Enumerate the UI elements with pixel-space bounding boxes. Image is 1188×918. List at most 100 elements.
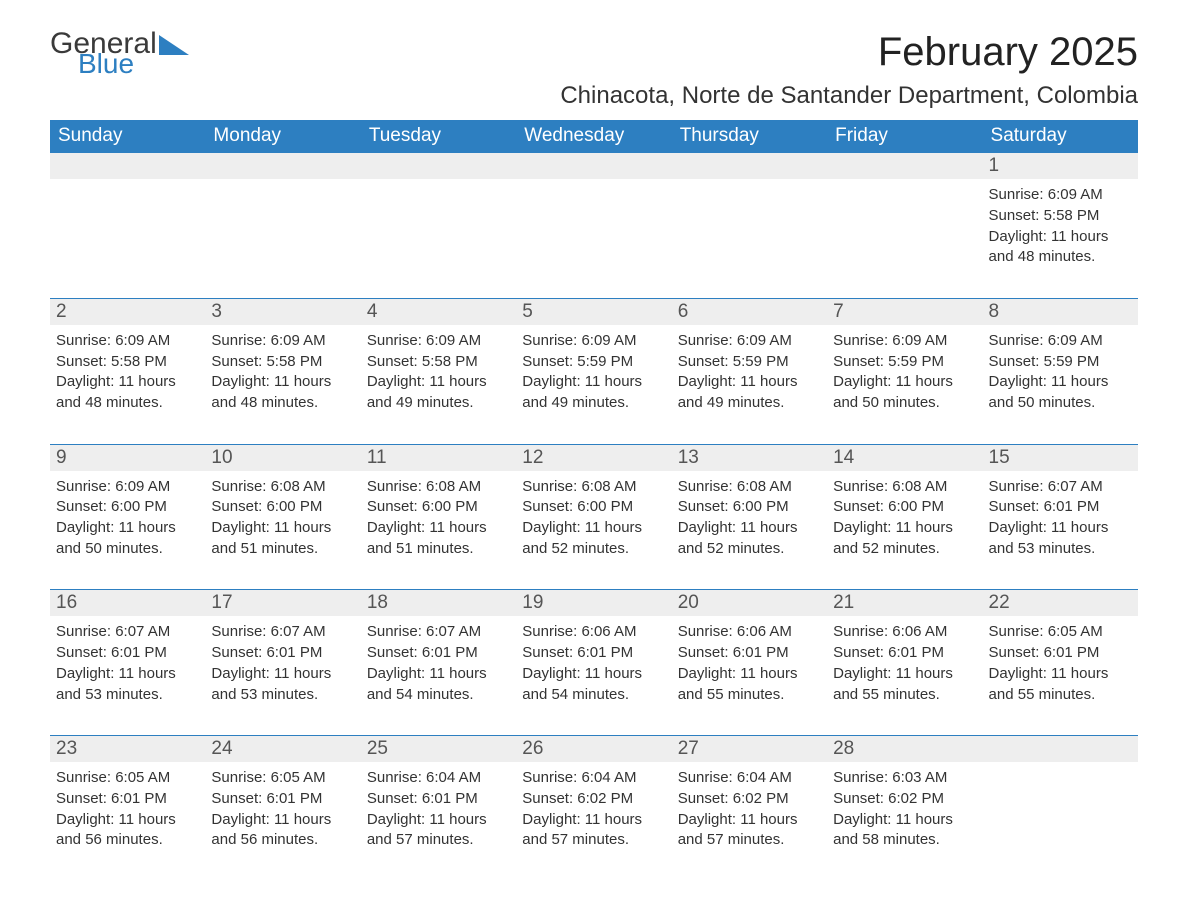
- detail-line: and 50 minutes.: [989, 393, 1132, 414]
- detail-line: Sunset: 6:02 PM: [833, 789, 976, 810]
- day-number-cell: 18: [361, 589, 516, 616]
- detail-line: Daylight: 11 hours: [367, 372, 510, 393]
- detail-line: Sunrise: 6:06 AM: [833, 622, 976, 643]
- detail-line: Sunset: 6:02 PM: [522, 789, 665, 810]
- day-number-cell: 16: [50, 589, 205, 616]
- detail-line: and 54 minutes.: [367, 685, 510, 706]
- detail-line: Daylight: 11 hours: [678, 664, 821, 685]
- detail-line: Sunset: 6:01 PM: [833, 643, 976, 664]
- detail-line: Daylight: 11 hours: [211, 664, 354, 685]
- detail-line: Sunrise: 6:08 AM: [678, 477, 821, 498]
- day-number-cell: 21: [827, 589, 982, 616]
- detail-line: Sunrise: 6:09 AM: [56, 477, 199, 498]
- day-number-cell: 27: [672, 735, 827, 762]
- detail-line: and 53 minutes.: [211, 685, 354, 706]
- detail-line: Sunset: 6:00 PM: [367, 497, 510, 518]
- detail-line: and 53 minutes.: [989, 539, 1132, 560]
- detail-line: Sunrise: 6:05 AM: [989, 622, 1132, 643]
- day-detail-cell: Sunrise: 6:09 AMSunset: 6:00 PMDaylight:…: [50, 471, 205, 590]
- detail-line: and 48 minutes.: [56, 393, 199, 414]
- day-number-cell: 19: [516, 589, 671, 616]
- dow-header: Wednesday: [516, 120, 671, 152]
- day-detail-cell: Sunrise: 6:09 AMSunset: 5:58 PMDaylight:…: [205, 325, 360, 444]
- detail-line: Daylight: 11 hours: [989, 372, 1132, 393]
- detail-line: Sunset: 6:01 PM: [56, 643, 199, 664]
- day-number-cell: 7: [827, 298, 982, 325]
- detail-line: and 49 minutes.: [678, 393, 821, 414]
- dow-row: SundayMondayTuesdayWednesdayThursdayFrid…: [50, 120, 1138, 152]
- day-number-cell: [361, 152, 516, 179]
- day-detail-cell: [827, 179, 982, 298]
- day-number-cell: [50, 152, 205, 179]
- day-detail-cell: [361, 179, 516, 298]
- detail-line: Sunrise: 6:06 AM: [522, 622, 665, 643]
- detail-line: Sunset: 6:00 PM: [211, 497, 354, 518]
- detail-line: Daylight: 11 hours: [522, 664, 665, 685]
- location-subtitle: Chinacota, Norte de Santander Department…: [50, 82, 1138, 110]
- day-number-cell: [827, 152, 982, 179]
- detail-line: Daylight: 11 hours: [989, 518, 1132, 539]
- day-detail-cell: Sunrise: 6:08 AMSunset: 6:00 PMDaylight:…: [516, 471, 671, 590]
- day-detail-cell: Sunrise: 6:06 AMSunset: 6:01 PMDaylight:…: [516, 616, 671, 735]
- detail-line: and 56 minutes.: [211, 830, 354, 851]
- detail-line: Daylight: 11 hours: [211, 810, 354, 831]
- detail-line: Sunrise: 6:09 AM: [989, 331, 1132, 352]
- dow-header: Monday: [205, 120, 360, 152]
- detail-line: Daylight: 11 hours: [989, 227, 1132, 248]
- day-number-cell: 1: [983, 152, 1138, 179]
- detail-line: Sunset: 6:01 PM: [211, 789, 354, 810]
- detail-line: Daylight: 11 hours: [211, 518, 354, 539]
- detail-line: Sunrise: 6:05 AM: [56, 768, 199, 789]
- detail-line: and 55 minutes.: [989, 685, 1132, 706]
- day-detail-cell: Sunrise: 6:09 AMSunset: 5:59 PMDaylight:…: [983, 325, 1138, 444]
- day-number-cell: 15: [983, 444, 1138, 471]
- day-detail-cell: Sunrise: 6:08 AMSunset: 6:00 PMDaylight:…: [672, 471, 827, 590]
- day-number-cell: 24: [205, 735, 360, 762]
- detail-line: Sunrise: 6:04 AM: [522, 768, 665, 789]
- detail-line: Sunrise: 6:09 AM: [367, 331, 510, 352]
- detail-row: Sunrise: 6:07 AMSunset: 6:01 PMDaylight:…: [50, 616, 1138, 735]
- detail-line: and 53 minutes.: [56, 685, 199, 706]
- calendar-table: SundayMondayTuesdayWednesdayThursdayFrid…: [50, 120, 1138, 881]
- detail-line: Sunset: 5:59 PM: [522, 352, 665, 373]
- day-detail-cell: [983, 762, 1138, 881]
- detail-row: Sunrise: 6:09 AMSunset: 5:58 PMDaylight:…: [50, 179, 1138, 298]
- daynum-row: 1: [50, 152, 1138, 179]
- dow-header: Saturday: [983, 120, 1138, 152]
- detail-line: Sunrise: 6:08 AM: [367, 477, 510, 498]
- day-detail-cell: Sunrise: 6:05 AMSunset: 6:01 PMDaylight:…: [983, 616, 1138, 735]
- detail-line: Sunset: 5:59 PM: [678, 352, 821, 373]
- day-detail-cell: [516, 179, 671, 298]
- detail-line: Sunset: 6:00 PM: [56, 497, 199, 518]
- day-number-cell: 26: [516, 735, 671, 762]
- detail-line: Sunset: 6:00 PM: [522, 497, 665, 518]
- day-detail-cell: Sunrise: 6:06 AMSunset: 6:01 PMDaylight:…: [672, 616, 827, 735]
- detail-line: and 52 minutes.: [522, 539, 665, 560]
- detail-line: Sunset: 5:58 PM: [367, 352, 510, 373]
- detail-line: Sunset: 6:01 PM: [56, 789, 199, 810]
- daynum-row: 232425262728: [50, 735, 1138, 762]
- detail-line: and 51 minutes.: [367, 539, 510, 560]
- day-number-cell: 14: [827, 444, 982, 471]
- detail-line: and 49 minutes.: [522, 393, 665, 414]
- detail-line: Sunrise: 6:06 AM: [678, 622, 821, 643]
- month-title: February 2025: [878, 30, 1138, 75]
- detail-line: Sunrise: 6:09 AM: [678, 331, 821, 352]
- detail-line: Daylight: 11 hours: [678, 810, 821, 831]
- detail-line: Daylight: 11 hours: [56, 810, 199, 831]
- detail-line: and 57 minutes.: [522, 830, 665, 851]
- detail-line: Sunset: 5:58 PM: [56, 352, 199, 373]
- detail-line: Sunset: 6:01 PM: [678, 643, 821, 664]
- detail-line: Daylight: 11 hours: [211, 372, 354, 393]
- detail-line: and 57 minutes.: [367, 830, 510, 851]
- detail-line: Daylight: 11 hours: [678, 518, 821, 539]
- detail-line: Daylight: 11 hours: [56, 664, 199, 685]
- detail-line: Sunrise: 6:07 AM: [56, 622, 199, 643]
- detail-line: Sunrise: 6:07 AM: [211, 622, 354, 643]
- detail-line: Daylight: 11 hours: [56, 372, 199, 393]
- day-detail-cell: [205, 179, 360, 298]
- dow-header: Sunday: [50, 120, 205, 152]
- day-detail-cell: Sunrise: 6:09 AMSunset: 5:58 PMDaylight:…: [50, 325, 205, 444]
- detail-line: and 52 minutes.: [833, 539, 976, 560]
- detail-line: Sunset: 6:01 PM: [989, 497, 1132, 518]
